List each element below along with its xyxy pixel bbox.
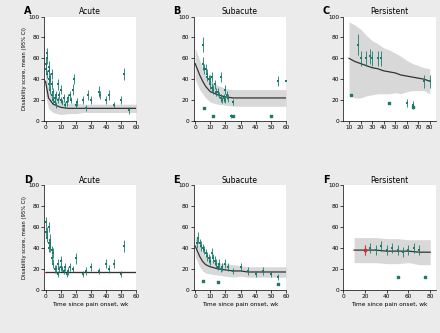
Text: D: D bbox=[24, 175, 32, 185]
Text: A: A bbox=[24, 6, 31, 16]
Point bbox=[348, 92, 355, 98]
Point bbox=[386, 101, 393, 106]
Text: F: F bbox=[323, 175, 330, 185]
Point bbox=[275, 282, 282, 287]
Title: Subacute: Subacute bbox=[222, 176, 258, 185]
Y-axis label: Disability score, mean (95% CI): Disability score, mean (95% CI) bbox=[22, 196, 27, 279]
Text: B: B bbox=[173, 6, 181, 16]
Point bbox=[268, 113, 275, 118]
Text: E: E bbox=[173, 175, 180, 185]
Title: Acute: Acute bbox=[79, 7, 101, 16]
Title: Persistent: Persistent bbox=[370, 176, 409, 185]
X-axis label: Time since pain onset, wk: Time since pain onset, wk bbox=[351, 302, 428, 307]
Title: Acute: Acute bbox=[79, 176, 101, 185]
Point bbox=[409, 105, 416, 110]
Point bbox=[201, 106, 208, 111]
Text: C: C bbox=[323, 6, 330, 16]
Point bbox=[230, 113, 237, 118]
Title: Subacute: Subacute bbox=[222, 7, 258, 16]
Title: Persistent: Persistent bbox=[370, 7, 409, 16]
Point bbox=[394, 274, 401, 280]
Point bbox=[210, 113, 217, 118]
Point bbox=[199, 279, 206, 284]
X-axis label: Time since pain onset, wk: Time since pain onset, wk bbox=[52, 302, 128, 307]
Point bbox=[421, 274, 428, 280]
Y-axis label: Disability score, mean (95% CI): Disability score, mean (95% CI) bbox=[22, 27, 27, 110]
X-axis label: Time since pain onset, wk: Time since pain onset, wk bbox=[202, 302, 278, 307]
Point bbox=[214, 280, 221, 285]
